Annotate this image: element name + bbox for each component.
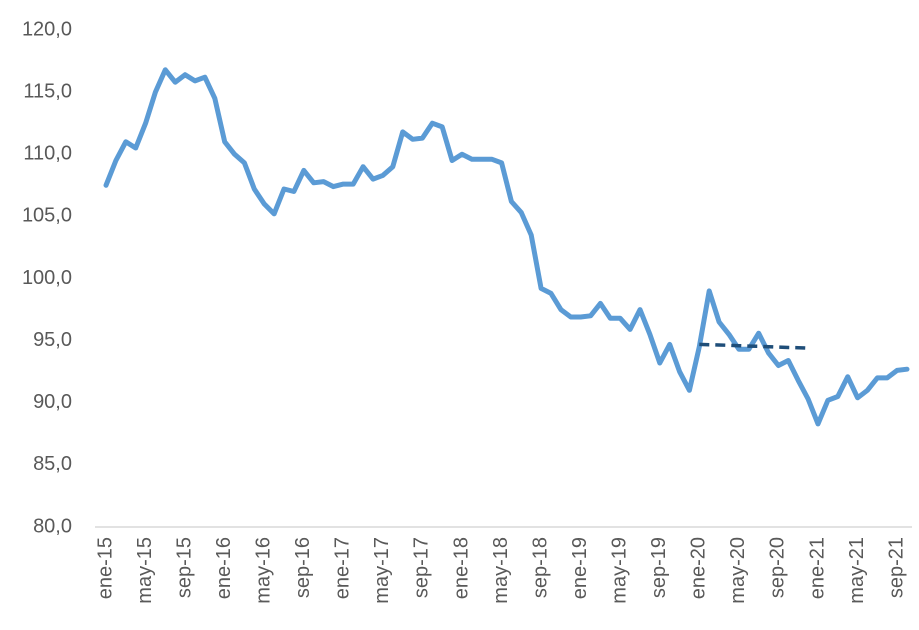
trend-line: [699, 342, 809, 350]
x-tick-label: may-17: [371, 537, 393, 604]
x-tick-label: ene-21: [806, 537, 828, 599]
x-tick-label: sep-15: [173, 537, 195, 598]
x-tick-label: may-20: [727, 537, 749, 604]
y-tick-label: 105,0: [22, 205, 72, 227]
x-tick-label: sep-18: [529, 537, 551, 598]
y-tick-label: 90,0: [33, 391, 72, 413]
x-tick-label: sep-21: [885, 537, 907, 598]
y-tick-label: 95,0: [33, 329, 72, 351]
x-tick-label: may-18: [490, 537, 512, 604]
x-tick-label: may-21: [846, 537, 868, 604]
x-tick-label: ene-19: [569, 537, 591, 599]
line: [103, 67, 910, 427]
y-tick-label: 115,0: [23, 80, 72, 102]
y-tick-label: 110,0: [23, 143, 72, 165]
x-tick-label: may-19: [609, 537, 631, 604]
x-tick-label: ene-20: [688, 537, 710, 599]
x-tick-label: sep-19: [648, 537, 670, 598]
x-tick-label: ene-18: [450, 537, 472, 599]
x-tick-label: may-16: [253, 537, 275, 604]
x-tick-label: ene-15: [94, 537, 116, 599]
x-tick-label: sep-20: [767, 537, 789, 598]
x-tick-label: sep-17: [411, 537, 433, 598]
y-tick-label: 100,0: [22, 267, 72, 289]
x-tick-label: ene-17: [332, 537, 354, 599]
x-tick-label: may-15: [134, 537, 156, 604]
y-tick-label: 80,0: [33, 515, 72, 537]
y-tick-label: 120,0: [22, 18, 72, 40]
x-tick-label: ene-16: [213, 537, 235, 599]
y-tick-label: 85,0: [33, 453, 72, 475]
x-tick-label: sep-16: [292, 537, 314, 598]
